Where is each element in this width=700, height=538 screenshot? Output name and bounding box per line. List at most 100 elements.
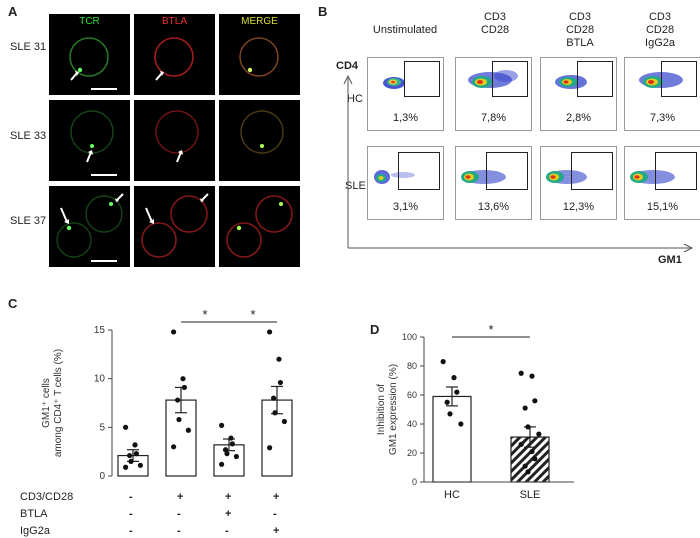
y-tick-label: 10: [94, 374, 106, 385]
micrograph-sle37-btla: [134, 186, 215, 267]
data-point: [176, 416, 182, 423]
gate: [404, 61, 440, 97]
y-axis-label-cd4: CD4: [336, 60, 359, 72]
percentage-hc-cd3-cd28-igg2a: 7,3%: [649, 112, 676, 124]
chart-c: 0 5 10 15 GM1⁺ cellsamong CD4⁺ T cells (%) * *: [41, 307, 293, 482]
data-point: [175, 397, 181, 403]
y-tick-label: 15: [94, 325, 106, 336]
data-point: [447, 411, 453, 417]
data-point: [532, 456, 538, 462]
row-label-sle: SLE: [345, 180, 366, 192]
bar: [510, 436, 550, 483]
scale-bar: [91, 174, 117, 176]
treatment-label-cd3-cd28: CD3/CD28: [20, 491, 74, 503]
column-header-unstimulated: Unstimulated: [360, 24, 450, 37]
gate: [398, 152, 440, 190]
header-line: BTLA: [566, 37, 594, 49]
facs-plot-sle-cd3-cd28-btla: 12,3%: [540, 146, 617, 220]
panel-letter-c: C: [8, 296, 18, 311]
data-point: [518, 370, 524, 376]
micrograph-sle37-merge: [219, 186, 300, 267]
data-point: [451, 375, 457, 381]
y-axis-label-line: Inhibition of: [376, 384, 387, 435]
y-tick-label: 80: [407, 361, 417, 371]
data-point: [532, 398, 538, 404]
data-point: [522, 463, 528, 469]
data-point: [440, 359, 446, 365]
data-point: [137, 462, 143, 468]
data-point: [123, 424, 129, 430]
header-line: CD28: [565, 24, 595, 36]
y-tick-label: 60: [407, 390, 417, 400]
y-axis-label: Inhibition ofGM1 expression (%): [376, 364, 399, 455]
gate: [577, 61, 613, 97]
facs-plot-sle-unstimulated: 3,1%: [367, 146, 444, 220]
treatment-sign: -: [129, 525, 133, 537]
treatment-sign: -: [129, 508, 133, 520]
data-point: [185, 427, 191, 433]
data-point: [180, 376, 186, 382]
x-axis-label-gm1: GM1: [658, 254, 682, 266]
micrograph-sle31-btla: BTLA: [134, 14, 215, 95]
percentage-hc-unstimulated: 1,3%: [392, 112, 419, 124]
treatment-sign: +: [177, 491, 184, 503]
scale-bar: [91, 260, 117, 262]
channel-label-btla: BTLA: [161, 16, 187, 27]
data-point: [271, 395, 277, 401]
micrograph-sle31-tcr: TCR: [49, 14, 130, 95]
channel-label-merge: MERGE: [241, 16, 278, 27]
bar: [432, 395, 472, 483]
y-tick-label: 100: [402, 332, 417, 342]
micrograph-sle33-tcr: [49, 100, 130, 181]
data-point: [171, 444, 177, 450]
data-point: [123, 464, 129, 470]
data-point: [444, 399, 450, 405]
data-point: [529, 373, 535, 379]
facs-plot-sle-cd3-cd28-igg2a: 15,1%: [624, 146, 700, 220]
data-point: [277, 379, 283, 386]
data-point: [522, 405, 528, 411]
treatment-sign: -: [129, 491, 133, 503]
data-point: [128, 458, 134, 464]
data-point: [229, 441, 235, 447]
data-point: [219, 461, 225, 467]
facs-plot-sle-cd3-cd28: 13,6%: [455, 146, 532, 220]
channel-label-tcr: TCR: [79, 16, 100, 27]
micrograph-sle33-merge: [219, 100, 300, 181]
treatment-sign: +: [225, 491, 232, 503]
treatment-sign: -: [177, 525, 181, 537]
facs-plot-hc-unstimulated: 1,3%: [367, 57, 444, 131]
treatment-sign: +: [225, 508, 232, 520]
header-line: CD28: [480, 24, 510, 36]
data-point: [181, 384, 187, 391]
chart-d: 0 20 40 60 80 100 Inhibition ofGM1 expression …: [376, 322, 574, 501]
row-label-sle37: SLE 37: [10, 215, 47, 227]
data-point: [529, 448, 535, 455]
micrograph-sle37-tcr: [49, 186, 130, 267]
data-point: [536, 431, 542, 437]
facs-plot-hc-cd3-cd28-igg2a: 7,3%: [624, 57, 700, 131]
data-point: [219, 422, 225, 428]
percentage-sle-cd3-cd28-igg2a: 15,1%: [646, 201, 679, 213]
percentage-hc-cd3-cd28: 7,8%: [480, 112, 507, 124]
gate: [492, 61, 528, 97]
y-axis-label-line: among CD4⁺ T cells (%): [53, 349, 64, 457]
data-point: [525, 469, 531, 475]
column-header-cd3-cd28-igg2a: CD3 CD28 IgG2a: [620, 11, 700, 50]
data-point: [132, 442, 138, 448]
data-point: [224, 451, 230, 457]
data-point: [272, 410, 278, 416]
gate: [661, 61, 697, 97]
treatment-sign: -: [273, 508, 277, 520]
percentage-sle-unstimulated: 3,1%: [392, 201, 419, 213]
header-line: CD3: [483, 11, 506, 23]
data-point: [228, 435, 234, 441]
y-axis-label-line: GM1 expression (%): [388, 364, 399, 455]
header-line: CD3: [648, 11, 671, 23]
micrograph-sle33-btla: [134, 100, 215, 181]
panel-letter-a: A: [8, 4, 18, 19]
treatment-sign: +: [273, 525, 280, 537]
treatment-sign: -: [177, 508, 181, 520]
data-point: [233, 453, 239, 460]
